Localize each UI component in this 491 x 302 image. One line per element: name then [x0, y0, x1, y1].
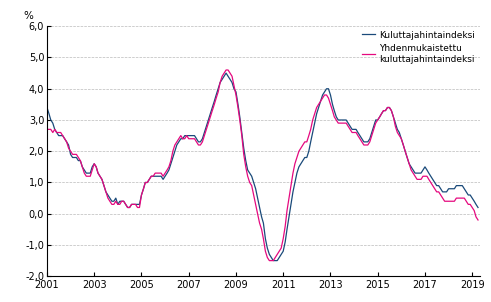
Line: Kuluttajahintaindeksi: Kuluttajahintaindeksi — [47, 73, 478, 261]
Line: Yhdenmukaistettu
kuluttajahintaindeksi: Yhdenmukaistettu kuluttajahintaindeksi — [47, 70, 478, 261]
Legend: Kuluttajahintaindeksi, Yhdenmukaistettu
kuluttajahintaindeksi: Kuluttajahintaindeksi, Yhdenmukaistettu … — [361, 31, 475, 64]
Text: %: % — [23, 11, 33, 21]
